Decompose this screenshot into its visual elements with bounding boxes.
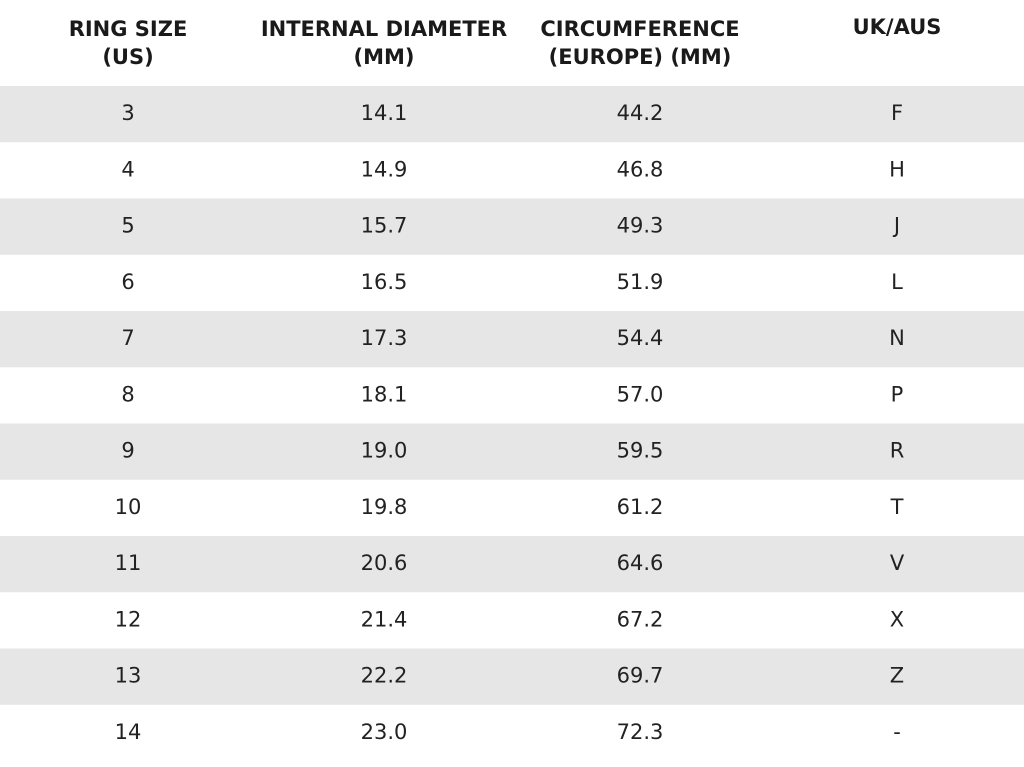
- cell: 14: [115, 720, 142, 744]
- cell: 57.0: [617, 382, 664, 406]
- cell: 22.2: [361, 664, 408, 688]
- row-background: [0, 536, 1024, 593]
- cell: J: [892, 214, 900, 238]
- cell: 17.3: [361, 326, 408, 350]
- cell: 14.9: [361, 157, 408, 181]
- cell: 3: [121, 101, 134, 125]
- cell: 59.5: [617, 439, 664, 463]
- cell: 13: [115, 664, 142, 688]
- cell: 46.8: [617, 157, 664, 181]
- cell: 7: [121, 326, 134, 350]
- cell: 9: [121, 439, 134, 463]
- cell: 44.2: [617, 101, 664, 125]
- cell: -: [893, 720, 901, 744]
- cell: 54.4: [617, 326, 664, 350]
- cell: 20.6: [361, 551, 408, 575]
- cell: N: [889, 326, 905, 350]
- cell: 18.1: [361, 382, 408, 406]
- cell: 61.2: [617, 495, 664, 519]
- cell: 6: [121, 270, 134, 294]
- column-header: (EUROPE) (MM): [549, 45, 732, 69]
- cell: 11: [115, 551, 142, 575]
- column-header: (MM): [354, 45, 415, 69]
- cell: T: [890, 495, 904, 519]
- cell: F: [891, 101, 903, 125]
- cell: 19.8: [361, 495, 408, 519]
- cell: 10: [115, 495, 142, 519]
- cell: 12: [115, 607, 142, 631]
- row-background: [0, 423, 1024, 480]
- column-header: UK/AUS: [853, 15, 942, 39]
- cell: R: [890, 439, 905, 463]
- cell: 4: [121, 157, 134, 181]
- row-background: [0, 648, 1024, 705]
- column-header: (US): [102, 45, 153, 69]
- cell: 49.3: [617, 214, 664, 238]
- row-background: [0, 86, 1024, 143]
- cell: 21.4: [361, 607, 408, 631]
- cell: V: [890, 551, 905, 575]
- cell: 23.0: [361, 720, 408, 744]
- column-header: CIRCUMFERENCE: [540, 17, 739, 41]
- cell: 19.0: [361, 439, 408, 463]
- cell: L: [891, 270, 903, 294]
- cell: 51.9: [617, 270, 664, 294]
- cell: 16.5: [361, 270, 408, 294]
- row-background: [0, 198, 1024, 255]
- cell: 15.7: [361, 214, 408, 238]
- cell: 64.6: [617, 551, 664, 575]
- cell: H: [889, 157, 905, 181]
- cell: 8: [121, 382, 134, 406]
- column-header: INTERNAL DIAMETER: [261, 17, 507, 41]
- cell: X: [890, 607, 904, 631]
- cell: 5: [121, 214, 134, 238]
- cell: P: [891, 382, 904, 406]
- cell: 69.7: [617, 664, 664, 688]
- cell: Z: [890, 664, 904, 688]
- cell: 72.3: [617, 720, 664, 744]
- row-background: [0, 311, 1024, 368]
- cell: 67.2: [617, 607, 664, 631]
- cell: 14.1: [361, 101, 408, 125]
- column-header: RING SIZE: [69, 17, 188, 41]
